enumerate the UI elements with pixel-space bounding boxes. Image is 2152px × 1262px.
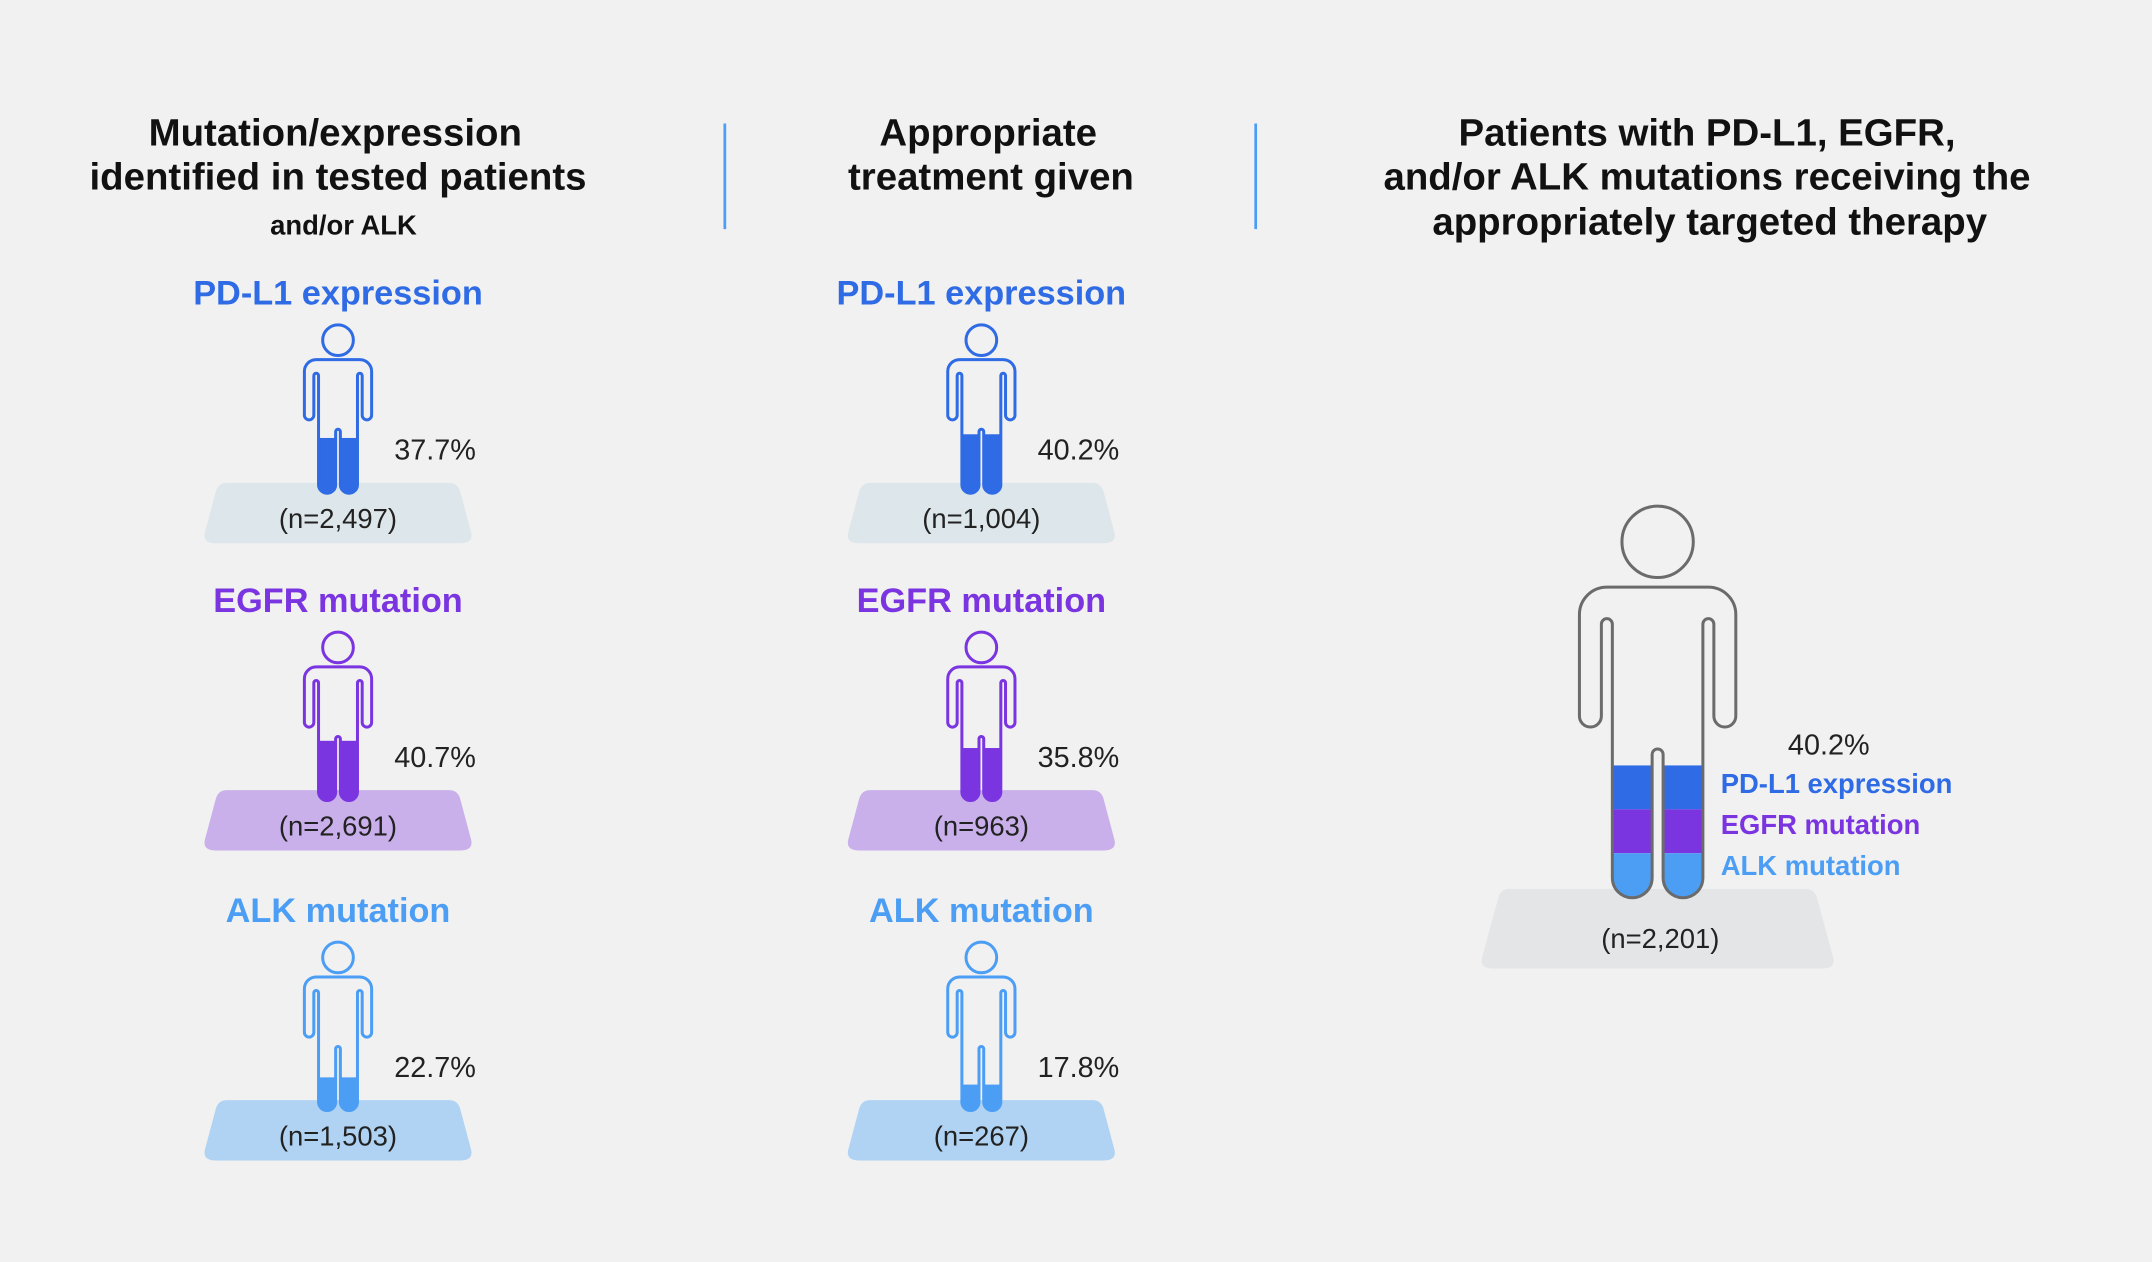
platform (204, 482, 472, 544)
summary-title-line-3: appropriately targeted therapy (1432, 201, 1987, 244)
legend-alk: ALK mutation (1721, 850, 1901, 881)
platform (847, 482, 1115, 544)
summary-title-line-1: Patients with PD-L1, EGFR, (1459, 111, 1956, 154)
group-label-pdl1: PD-L1 expression (193, 275, 483, 313)
percent-value: 35.8% (1038, 742, 1120, 774)
sample-size: (n=267) (934, 1120, 1029, 1151)
sample-size: (n=1,503) (279, 1120, 397, 1151)
group-label-egfr: EGFR mutation (857, 582, 1106, 620)
person-head-icon (966, 325, 997, 356)
group-label-alk: ALK mutation (869, 892, 1094, 930)
summary-title-line-2: and/or ALK mutations receiving the (1383, 155, 2030, 198)
person-outline-icon (1579, 587, 1735, 898)
platform (847, 790, 1115, 851)
person-head-icon (323, 942, 354, 973)
person-outline-icon (948, 977, 1015, 1111)
group-label-alk: ALK mutation (226, 892, 451, 930)
column-2-title-line-1: Appropriate (879, 111, 1097, 154)
percent-value: 40.7% (394, 742, 476, 774)
platform (204, 790, 472, 851)
column-1-title-line-1: Mutation/expression (149, 111, 522, 154)
person-head-icon (966, 942, 997, 973)
percent-value: 40.2% (1788, 729, 1870, 761)
person-outline-icon (304, 977, 371, 1111)
sample-size: (n=963) (934, 810, 1029, 841)
platform (847, 1100, 1115, 1161)
person-outline-icon (948, 360, 1015, 494)
person-outline-icon (304, 667, 371, 801)
percent-value: 37.7% (394, 435, 476, 467)
legend-pdl1: PD-L1 expression (1721, 768, 1953, 799)
legend-egfr: EGFR mutation (1721, 809, 1921, 840)
platform (1481, 888, 1834, 969)
percent-value: 22.7% (394, 1052, 476, 1084)
person-head-icon (323, 325, 354, 356)
platform (204, 1100, 472, 1161)
column-1-title-line-2: identified in tested patients (90, 155, 587, 198)
person-outline-icon (948, 667, 1015, 801)
percent-value: 40.2% (1038, 435, 1120, 467)
sample-size: (n=2,201) (1601, 923, 1719, 954)
sample-size: (n=2,691) (279, 810, 397, 841)
column-1-subtitle: and/or ALK (270, 210, 417, 241)
group-label-egfr: EGFR mutation (213, 582, 462, 620)
person-outline-icon (304, 360, 371, 494)
column-2-title-line-2: treatment given (848, 155, 1134, 198)
percent-value: 17.8% (1038, 1052, 1120, 1084)
group-label-pdl1: PD-L1 expression (837, 275, 1127, 313)
person-head-icon (1622, 506, 1693, 577)
sample-size: (n=2,497) (279, 503, 397, 534)
sample-size: (n=1,004) (922, 503, 1040, 534)
